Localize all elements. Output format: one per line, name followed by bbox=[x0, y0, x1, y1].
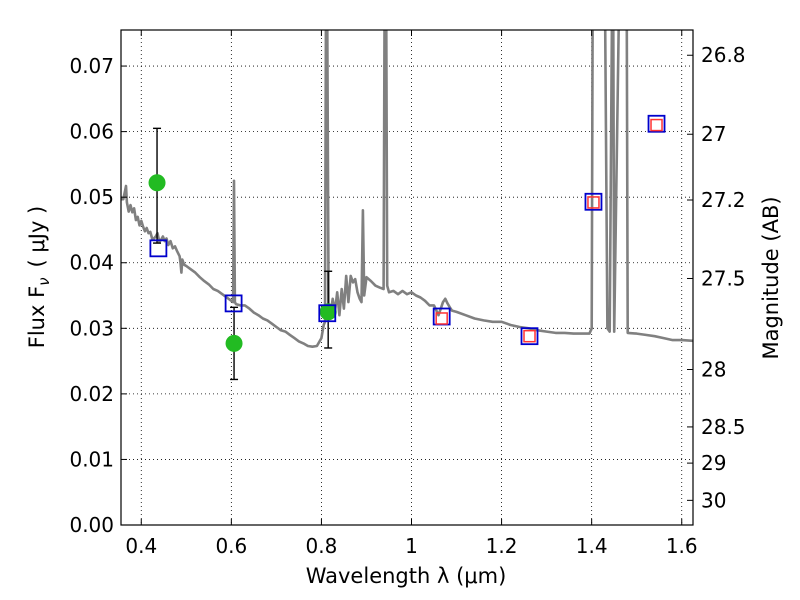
x-tick-label: 0.6 bbox=[215, 534, 247, 558]
model-band-flux-square bbox=[584, 192, 603, 211]
model-flux-square-red bbox=[587, 196, 600, 209]
model-band-flux-square bbox=[520, 327, 539, 346]
y-tick-label: 0.07 bbox=[69, 54, 114, 78]
x-tick-label: 0.8 bbox=[306, 534, 338, 558]
right-tick-label: 27.5 bbox=[701, 266, 746, 290]
svg-text:Flux Fν( μJy ): Flux Fν ( μJy ) bbox=[25, 206, 53, 349]
right-tick-label: 26.8 bbox=[701, 43, 746, 67]
right-tick-label: 29 bbox=[701, 451, 726, 475]
data-layer bbox=[121, 30, 693, 381]
y-axis-label-sub: ν bbox=[35, 277, 53, 285]
y-tick-label: 0.06 bbox=[69, 120, 114, 144]
x-tick-label: 0.4 bbox=[125, 534, 157, 558]
right-tick-label: 27.2 bbox=[701, 188, 746, 212]
model-flux-square-red bbox=[650, 118, 663, 132]
right-tick-label: 28 bbox=[701, 357, 726, 381]
x-tick-label: 1.6 bbox=[666, 534, 698, 558]
y-tick-label: 0.00 bbox=[69, 513, 114, 537]
y-tick-label: 0.05 bbox=[69, 185, 114, 209]
model-flux-square-red bbox=[435, 312, 448, 325]
y-tick-label: 0.03 bbox=[69, 316, 114, 340]
observed-flux-point bbox=[148, 174, 166, 192]
plot-frame bbox=[120, 29, 694, 526]
right-tick-label: 27 bbox=[701, 122, 726, 146]
observed-flux-point bbox=[319, 303, 337, 321]
right-tick-label: 28.5 bbox=[701, 415, 746, 439]
x-tick-label: 1.2 bbox=[486, 534, 518, 558]
model-spectrum-line bbox=[121, 30, 693, 348]
model-flux-square-red bbox=[523, 329, 536, 343]
x-axis-label: Wavelength λ (μm) bbox=[306, 564, 507, 588]
y-axis-label: Flux Fν ( μJy ) bbox=[25, 206, 53, 349]
y-axis-label-main: Flux F bbox=[25, 286, 49, 348]
x-tick-label: 1.4 bbox=[576, 534, 608, 558]
observed-flux-point bbox=[225, 334, 243, 352]
y-tick-label: 0.02 bbox=[69, 382, 114, 406]
axis-ticks: 0.4 0.6 0.8 1 1.2 1.4 1.6 0.00 0.01 0.02 0.03 0.04 0… bbox=[69, 30, 746, 558]
right-axis-label: Magnitude (AB) bbox=[759, 196, 783, 359]
model-band-flux-square bbox=[647, 114, 666, 133]
y-tick-label: 0.04 bbox=[69, 251, 114, 275]
y-axis-label-units: ( μJy ) bbox=[25, 206, 49, 268]
y-tick-label: 0.01 bbox=[69, 447, 114, 471]
model-band-flux-square bbox=[149, 239, 168, 258]
x-tick-label: 1 bbox=[405, 534, 418, 558]
model-band-flux-square bbox=[318, 304, 337, 323]
model-band-flux-square bbox=[224, 294, 243, 313]
right-tick-label: 30 bbox=[701, 488, 726, 512]
